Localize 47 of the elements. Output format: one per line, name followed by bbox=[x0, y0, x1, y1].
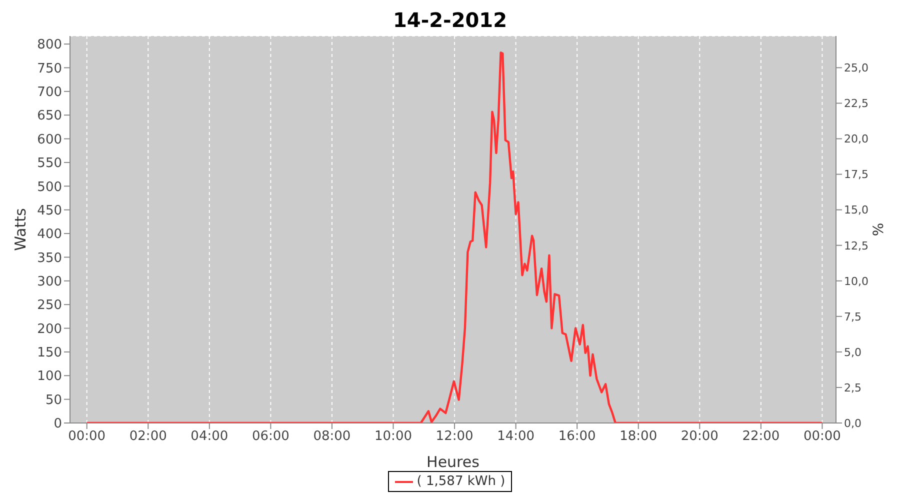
x-tick-label: 16:00 bbox=[558, 429, 596, 444]
y-tick-label: 350 bbox=[37, 250, 62, 266]
x-tick-label: 14:00 bbox=[497, 429, 535, 444]
x-tick-label: 22:00 bbox=[742, 429, 780, 444]
x-axis-title: Heures bbox=[426, 453, 480, 471]
y-tick-label: 300 bbox=[37, 274, 62, 290]
x-tick-label: 12:00 bbox=[436, 429, 474, 444]
y2-tick-label: 15,0 bbox=[844, 204, 868, 217]
x-tick-label: 04:00 bbox=[190, 429, 228, 444]
y-tick-label: 550 bbox=[37, 156, 62, 172]
x-tick-label: 06:00 bbox=[252, 429, 290, 444]
y2-tick-label: 7,5 bbox=[844, 310, 862, 324]
y-axis-title: Watts bbox=[11, 208, 30, 251]
y2-tick-label: 2,5 bbox=[844, 381, 862, 394]
x-tick-label: 02:00 bbox=[129, 429, 167, 444]
x-tick-label: 18:00 bbox=[620, 429, 658, 444]
y-tick-label: 100 bbox=[37, 369, 62, 384]
y2-tick-label: 12,5 bbox=[844, 239, 868, 252]
y-tick-label: 500 bbox=[37, 180, 62, 195]
y-tick-label: 150 bbox=[37, 346, 62, 361]
y-tick-label: 0 bbox=[54, 416, 62, 432]
chart-title: 14-2-2012 bbox=[392, 8, 508, 34]
y-tick-label: 800 bbox=[37, 38, 62, 53]
y2-tick-label: 5,0 bbox=[844, 346, 862, 359]
x-tick-label: 08:00 bbox=[313, 429, 351, 444]
y-tick-label: 650 bbox=[37, 108, 62, 124]
y-tick-label: 400 bbox=[37, 227, 62, 242]
x-tick-label: 10:00 bbox=[374, 429, 412, 444]
y-tick-label: 200 bbox=[37, 322, 62, 337]
legend-label: ( 1,587 kWh ) bbox=[416, 474, 506, 489]
y2-tick-label: 22,5 bbox=[844, 97, 868, 110]
y-tick-label: 750 bbox=[37, 61, 62, 76]
y2-axis-title: % bbox=[870, 222, 887, 236]
x-tick-label: 20:00 bbox=[680, 429, 718, 444]
line-series bbox=[86, 51, 824, 423]
y2-tick-label: 20,0 bbox=[844, 132, 868, 146]
y2-tick-label: 25,0 bbox=[844, 62, 868, 75]
y2-tick-label: 0,0 bbox=[844, 416, 862, 430]
x-tick-label: 00:00 bbox=[68, 429, 106, 444]
y2-tick-label: 10,0 bbox=[844, 274, 868, 288]
y2-tick-label: 17,5 bbox=[844, 168, 868, 182]
y-tick-label: 600 bbox=[37, 132, 62, 148]
y-tick-label: 450 bbox=[37, 203, 62, 218]
y-tick-label: 250 bbox=[37, 298, 62, 314]
x-tick-label: 00:00 bbox=[803, 429, 841, 444]
y-tick-label: 50 bbox=[45, 392, 62, 408]
y-tick-label: 700 bbox=[37, 85, 62, 100]
